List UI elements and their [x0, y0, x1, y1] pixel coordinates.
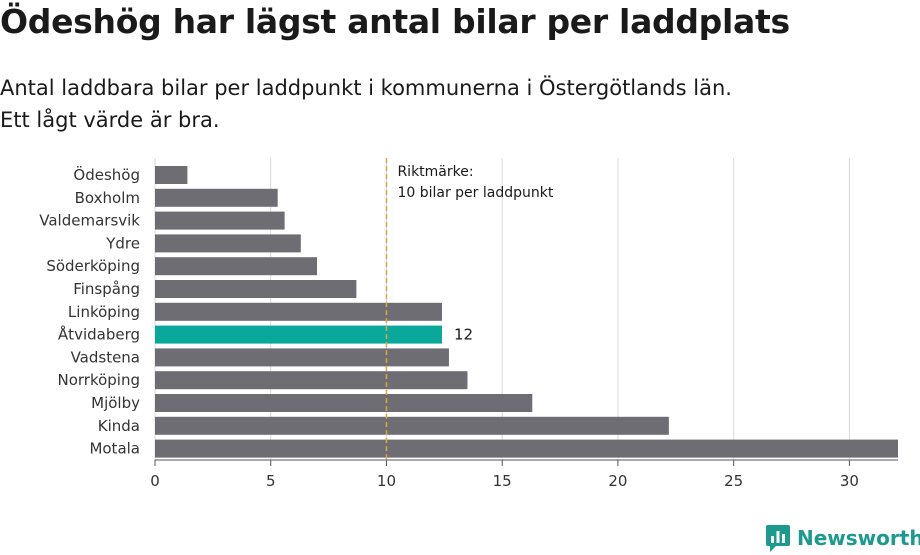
- x-tick-label: 0: [150, 472, 160, 490]
- chart-title: Ödeshög har lägst antal bilar per laddpl…: [0, 2, 790, 41]
- data-label: 12: [454, 326, 473, 344]
- category-label: Finspång: [73, 280, 140, 298]
- bar: [155, 166, 188, 184]
- category-label: Ödeshög: [73, 165, 140, 184]
- subtitle-line-1: Antal laddbara bilar per laddpunkt i kom…: [0, 76, 732, 100]
- bar: [155, 325, 443, 344]
- category-label: Boxholm: [75, 189, 140, 207]
- category-label: Kinda: [98, 417, 140, 435]
- x-tick-label: 10: [377, 472, 396, 490]
- bar: [155, 188, 278, 207]
- x-tick-label: 30: [840, 472, 859, 490]
- category-label: Motala: [89, 440, 140, 458]
- subtitle-line-2: Ett lågt värde är bra.: [0, 108, 220, 132]
- category-label: Norrköping: [57, 371, 140, 389]
- x-tick-label: 15: [493, 472, 512, 490]
- bar: [155, 371, 468, 390]
- category-label: Söderköping: [46, 257, 140, 275]
- chart-subtitle: Antal laddbara bilar per laddpunkt i kom…: [0, 72, 732, 136]
- category-label: Vadstena: [71, 348, 140, 366]
- bar: [155, 394, 533, 412]
- reference-label-line-2: 10 bilar per laddpunkt: [397, 185, 553, 201]
- newsworthy-logo: Newsworthy: [765, 522, 920, 554]
- x-tick-label: 5: [266, 472, 276, 490]
- bar: [155, 257, 318, 276]
- reference-label-line-1: Riktmärke:: [397, 164, 473, 180]
- bar: [155, 348, 449, 367]
- bar-chart: 0 5 10 15 20 25 30 Ödeshög Boxholm Valdemarsvik Yd…: [39, 158, 898, 490]
- category-label: Linköping: [68, 303, 140, 321]
- category-label: Valdemarsvik: [39, 212, 140, 230]
- bar: [155, 234, 301, 253]
- bar: [155, 416, 669, 435]
- newsworthy-logo-icon: [766, 525, 790, 552]
- category-label: Ydre: [105, 234, 140, 252]
- newsworthy-logo-text: Newsworthy: [797, 526, 920, 550]
- x-tick-label: 20: [608, 472, 627, 490]
- bar: [155, 280, 357, 298]
- bar: [155, 302, 443, 321]
- category-label: Mjölby: [91, 394, 140, 412]
- bar: [155, 439, 898, 458]
- category-label: Åtvidaberg: [58, 325, 140, 344]
- x-tick-label: 25: [724, 472, 743, 490]
- bar: [155, 211, 285, 230]
